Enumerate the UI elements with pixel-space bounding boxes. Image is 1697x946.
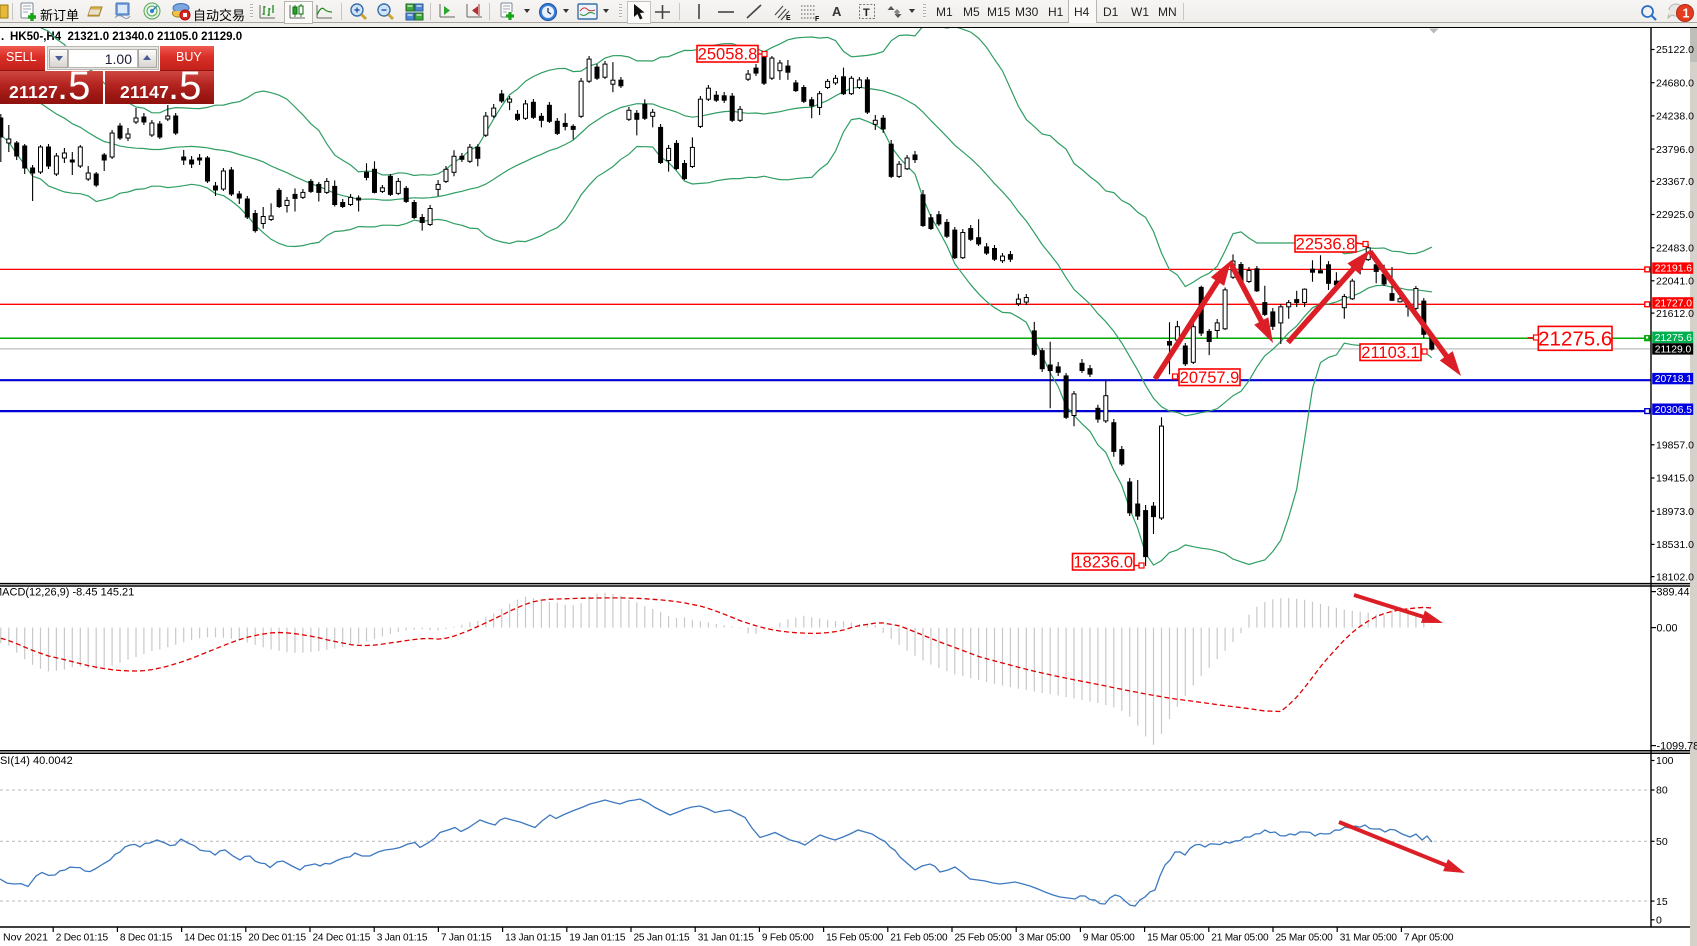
svg-text:21129.0: 21129.0 [1655,345,1692,356]
svg-text:22483.0: 22483.0 [1656,242,1694,254]
svg-text:20757.9: 20757.9 [1180,369,1240,387]
svg-text:14 Dec 01:15: 14 Dec 01:15 [184,933,242,944]
svg-text:15 Feb 05:00: 15 Feb 05:00 [826,933,884,944]
svg-text:18531.0: 18531.0 [1656,539,1694,551]
svg-text:31 Jan 01:15: 31 Jan 01:15 [698,933,755,944]
svg-text:-1099.78: -1099.78 [1657,740,1697,752]
svg-text:3 Jan 01:15: 3 Jan 01:15 [377,933,428,944]
svg-text:25122.0: 25122.0 [1656,44,1694,56]
svg-text:MACD(12,26,9) -8.45 145.21: MACD(12,26,9) -8.45 145.21 [0,587,134,599]
svg-text:8 Dec 01:15: 8 Dec 01:15 [120,933,173,944]
svg-text:Nov 2021: Nov 2021 [3,932,48,944]
svg-text:100: 100 [1656,755,1674,767]
svg-text:21727.0: 21727.0 [1655,299,1692,310]
svg-text:18102.0: 18102.0 [1656,571,1694,583]
svg-text:24680.0: 24680.0 [1656,77,1694,89]
svg-text:19 Jan 01:15: 19 Jan 01:15 [569,933,626,944]
svg-text:1: 1 [1683,7,1690,21]
svg-text:20718.1: 20718.1 [1655,374,1692,385]
svg-text:3 Mar 05:00: 3 Mar 05:00 [1019,933,1071,944]
svg-text:9 Mar 05:00: 9 Mar 05:00 [1083,933,1135,944]
svg-text:15: 15 [1656,896,1668,908]
svg-text:HK50-,H4 21321.0 21340.0 2110: HK50-,H4 21321.0 21340.0 21105.0 21129.0 [10,31,242,43]
svg-text:22925.0: 22925.0 [1656,209,1694,221]
svg-text:2 Dec 01:15: 2 Dec 01:15 [56,933,109,944]
svg-text:RSI(14) 40.0042: RSI(14) 40.0042 [0,755,73,767]
svg-text:18973.0: 18973.0 [1656,506,1694,518]
svg-text:389.44: 389.44 [1657,586,1690,598]
svg-text:9 Feb 05:00: 9 Feb 05:00 [762,933,814,944]
svg-text:19415.0: 19415.0 [1656,473,1694,485]
svg-text:50: 50 [1656,836,1668,848]
svg-text:31 Mar 05:00: 31 Mar 05:00 [1340,933,1398,944]
svg-text:15 Mar 05:00: 15 Mar 05:00 [1147,933,1205,944]
svg-text:24238.0: 24238.0 [1656,111,1694,123]
svg-text:21 Mar 05:00: 21 Mar 05:00 [1211,933,1269,944]
svg-text:22041.0: 22041.0 [1656,276,1694,288]
svg-text:21103.1: 21103.1 [1361,344,1419,362]
svg-text:25 Jan 01:15: 25 Jan 01:15 [634,933,691,944]
svg-text:22191.6: 22191.6 [1655,264,1692,275]
svg-text:25 Mar 05:00: 25 Mar 05:00 [1276,933,1334,944]
svg-text:0.00: 0.00 [1657,622,1678,634]
svg-text:7 Apr 05:00: 7 Apr 05:00 [1404,933,1454,944]
svg-text:.: . [1,31,4,43]
svg-text:23796.0: 23796.0 [1656,144,1694,156]
svg-text:20306.5: 20306.5 [1655,405,1692,416]
svg-text:T: T [863,7,870,19]
svg-text:21275.6: 21275.6 [1655,333,1692,344]
svg-text:18236.0: 18236.0 [1073,554,1133,572]
svg-text:80: 80 [1656,785,1668,797]
svg-text:20 Dec 01:15: 20 Dec 01:15 [248,933,306,944]
svg-text:25058.8: 25058.8 [698,46,758,64]
svg-text:19857.0: 19857.0 [1656,440,1694,452]
svg-text:22536.8: 22536.8 [1296,236,1356,254]
svg-text:13 Jan 01:15: 13 Jan 01:15 [505,933,562,944]
svg-text:0: 0 [1656,915,1662,927]
svg-text:F: F [815,16,820,22]
svg-text:25 Feb 05:00: 25 Feb 05:00 [955,933,1013,944]
svg-text:7 Jan 01:15: 7 Jan 01:15 [441,933,492,944]
svg-text:21275.6: 21275.6 [1538,328,1612,351]
svg-text:21 Feb 05:00: 21 Feb 05:00 [890,933,948,944]
svg-text:24 Dec 01:15: 24 Dec 01:15 [313,933,371,944]
svg-text:21612.0: 21612.0 [1656,308,1694,320]
svg-text:23367.0: 23367.0 [1656,176,1694,188]
svg-text:E: E [786,15,791,22]
